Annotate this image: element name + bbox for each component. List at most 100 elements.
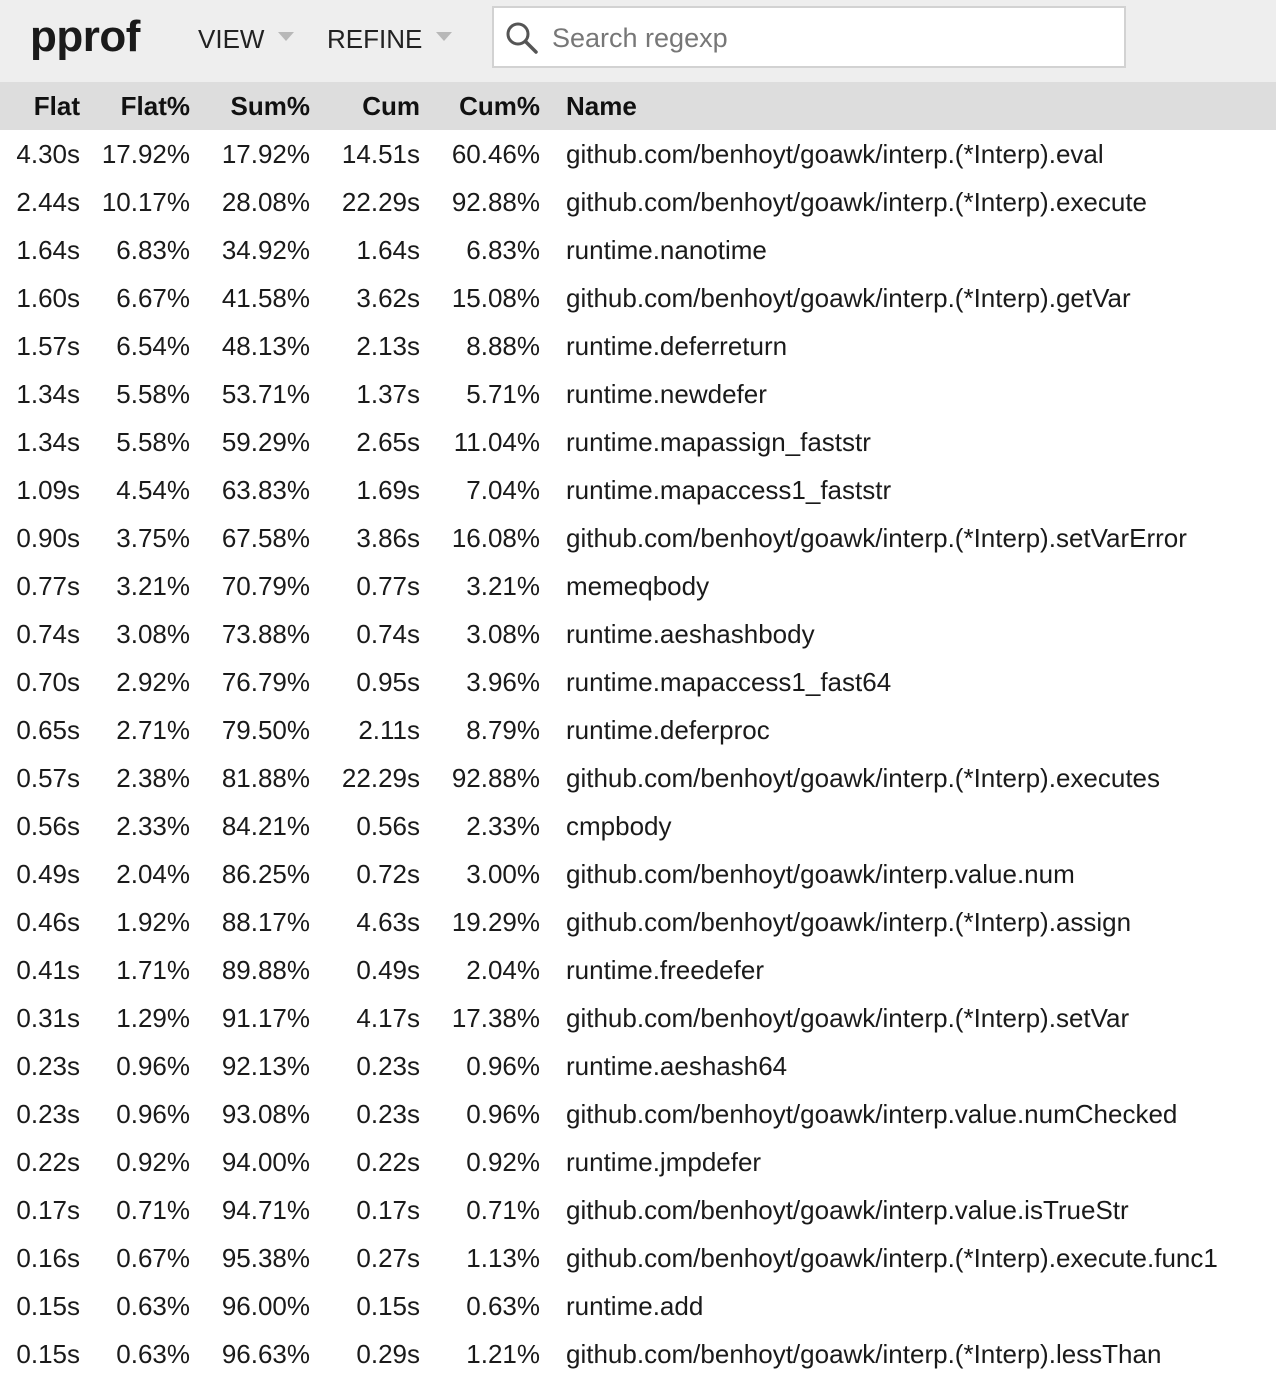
name-cell: github.com/benhoyt/goawk/interp.(*Interp… [566, 1002, 1130, 1033]
name-cell: github.com/benhoyt/goawk/interp.(*Interp… [566, 282, 1131, 313]
flat-percent-cell: 0.63% [116, 1338, 190, 1369]
column-header-cum-percent[interactable]: Cum% [459, 90, 540, 121]
flat-percent-cell: 0.67% [116, 1242, 190, 1273]
sum-percent-cell: 79.50% [221, 714, 310, 745]
flat-cell: 0.16s [16, 1242, 80, 1273]
cum-percent-cell: 92.88% [451, 186, 540, 217]
view-menu[interactable]: VIEW [198, 22, 295, 56]
table-row[interactable]: 0.77s 3.21% 70.79% 0.77s 3.21% memeqbody [0, 562, 1276, 610]
flat-percent-cell: 10.17% [101, 186, 190, 217]
cum-percent-cell: 15.08% [451, 282, 540, 313]
cum-cell: 1.69s [356, 474, 420, 505]
table-row[interactable]: 1.57s 6.54% 48.13% 2.13s 8.88% runtime.deferr… [0, 322, 1276, 370]
column-header-flat[interactable]: Flat [33, 90, 80, 121]
table-row[interactable]: 0.23s 0.96% 92.13% 0.23s 0.96% runtime.aeshas… [0, 1042, 1276, 1090]
cum-percent-cell: 8.88% [466, 330, 540, 361]
name-cell: github.com/benhoyt/goawk/interp.value.is… [566, 1194, 1129, 1225]
table-row[interactable]: 0.74s 3.08% 73.88% 0.74s 3.08% runtime.aeshas… [0, 610, 1276, 658]
table-row[interactable]: 0.57s 2.38% 81.88% 22.29s 92.88% github.com/b… [0, 754, 1276, 802]
cum-cell: 0.23s [356, 1050, 420, 1081]
table-row[interactable]: 0.41s 1.71% 89.88% 0.49s 2.04% runtime.freede… [0, 946, 1276, 994]
name-cell: github.com/benhoyt/goawk/interp.(*Interp… [566, 762, 1161, 793]
pprof-logo[interactable]: pprof [30, 12, 140, 61]
table-row[interactable]: 1.34s 5.58% 59.29% 2.65s 11.04% runtime.mapas… [0, 418, 1276, 466]
table-row[interactable]: 1.34s 5.58% 53.71% 1.37s 5.71% runtime.newdef… [0, 370, 1276, 418]
flat-percent-cell: 2.92% [116, 666, 190, 697]
flat-cell: 1.34s [16, 378, 80, 409]
cum-percent-cell: 3.21% [466, 570, 540, 601]
table-row[interactable]: 1.60s 6.67% 41.58% 3.62s 15.08% github.com/be… [0, 274, 1276, 322]
column-header-cum[interactable]: Cum [362, 90, 420, 121]
cum-cell: 1.37s [356, 378, 420, 409]
cum-percent-cell: 5.71% [466, 378, 540, 409]
flat-cell: 1.09s [16, 474, 80, 505]
view-menu-label: VIEW [198, 23, 265, 54]
flat-cell: 0.31s [16, 1002, 80, 1033]
sum-percent-cell: 17.92% [221, 138, 310, 169]
table-row[interactable]: 1.09s 4.54% 63.83% 1.69s 7.04% runtime.mapacc… [0, 466, 1276, 514]
name-cell: runtime.aeshashbody [566, 618, 815, 649]
table-row[interactable]: 0.65s 2.71% 79.50% 2.11s 8.79% runtime.deferp… [0, 706, 1276, 754]
refine-menu[interactable]: REFINE [327, 22, 453, 56]
name-cell: memeqbody [566, 570, 710, 601]
flat-cell: 2.44s [16, 186, 80, 217]
table-row[interactable]: 0.70s 2.92% 76.79% 0.95s 3.96% runtime.mapacc… [0, 658, 1276, 706]
cum-percent-cell: 0.96% [466, 1098, 540, 1129]
flat-cell: 0.15s [16, 1338, 80, 1369]
flat-percent-cell: 0.63% [116, 1290, 190, 1321]
flat-percent-cell: 6.54% [116, 330, 190, 361]
table-row[interactable]: 0.15s 0.63% 96.00% 0.15s 0.63% runtime.add [0, 1282, 1276, 1330]
name-cell: github.com/benhoyt/goawk/interp.(*Interp… [566, 1338, 1162, 1369]
sum-percent-cell: 88.17% [221, 906, 310, 937]
search-box [492, 6, 1126, 68]
name-cell: github.com/benhoyt/goawk/interp.value.nu… [566, 1098, 1178, 1129]
table-row[interactable]: 0.56s 2.33% 84.21% 0.56s 2.33% cmpbody [0, 802, 1276, 850]
name-cell: runtime.mapaccess1_faststr [566, 474, 892, 505]
caret-down-icon [436, 31, 453, 41]
cum-percent-cell: 2.04% [466, 954, 540, 985]
table-row[interactable]: 4.30s 17.92% 17.92% 14.51s 60.46% github.com/… [0, 130, 1276, 178]
table-row[interactable]: 0.46s 1.92% 88.17% 4.63s 19.29% github.com/be… [0, 898, 1276, 946]
sum-percent-cell: 81.88% [221, 762, 310, 793]
name-cell: runtime.jmpdefer [566, 1146, 762, 1177]
sum-percent-cell: 73.88% [221, 618, 310, 649]
table-row[interactable]: 0.15s 0.63% 96.63% 0.29s 1.21% github.com/ben… [0, 1330, 1276, 1378]
column-header-name[interactable]: Name [566, 90, 637, 121]
cum-percent-cell: 17.38% [451, 1002, 540, 1033]
flat-cell: 0.41s [16, 954, 80, 985]
cum-cell: 0.29s [356, 1338, 420, 1369]
flat-percent-cell: 0.96% [116, 1050, 190, 1081]
name-cell: runtime.freedefer [566, 954, 764, 985]
table-header-row: Flat Flat% Sum% Cum Cum% Name [0, 82, 1276, 130]
table-row[interactable]: 0.31s 1.29% 91.17% 4.17s 17.38% github.com/be… [0, 994, 1276, 1042]
column-header-sum-percent[interactable]: Sum% [230, 90, 310, 121]
cum-percent-cell: 60.46% [451, 138, 540, 169]
flat-percent-cell: 1.92% [116, 906, 190, 937]
table-row[interactable]: 0.22s 0.92% 94.00% 0.22s 0.92% runtime.jmpdef… [0, 1138, 1276, 1186]
name-cell: runtime.deferproc [566, 714, 770, 745]
search-icon [506, 22, 538, 54]
flat-cell: 0.23s [16, 1050, 80, 1081]
sum-percent-cell: 48.13% [221, 330, 310, 361]
table-row[interactable]: 0.49s 2.04% 86.25% 0.72s 3.00% github.com/ben… [0, 850, 1276, 898]
sum-percent-cell: 94.00% [221, 1146, 310, 1177]
cum-percent-cell: 3.96% [466, 666, 540, 697]
name-cell: runtime.mapaccess1_fast64 [566, 666, 892, 697]
table-body: 4.30s 17.92% 17.92% 14.51s 60.46% github.com/… [0, 130, 1276, 1378]
table-row[interactable]: 0.90s 3.75% 67.58% 3.86s 16.08% github.com/be… [0, 514, 1276, 562]
column-header-flat-percent[interactable]: Flat% [120, 90, 190, 121]
flat-cell: 0.90s [16, 522, 80, 553]
cum-cell: 0.27s [356, 1242, 420, 1273]
cum-percent-cell: 11.04% [453, 426, 540, 457]
search-input[interactable] [550, 16, 1114, 60]
cum-percent-cell: 19.29% [451, 906, 540, 937]
flat-cell: 1.57s [16, 330, 80, 361]
table-row[interactable]: 1.64s 6.83% 34.92% 1.64s 6.83% runtime.nanoti… [0, 226, 1276, 274]
table-row[interactable]: 0.23s 0.96% 93.08% 0.23s 0.96% github.com/ben… [0, 1090, 1276, 1138]
cum-cell: 0.15s [356, 1290, 420, 1321]
table-row[interactable]: 2.44s 10.17% 28.08% 22.29s 92.88% github.com/… [0, 178, 1276, 226]
cum-percent-cell: 92.88% [451, 762, 540, 793]
table-row[interactable]: 0.16s 0.67% 95.38% 0.27s 1.13% github.com/ben… [0, 1234, 1276, 1282]
sum-percent-cell: 59.29% [221, 426, 310, 457]
table-row[interactable]: 0.17s 0.71% 94.71% 0.17s 0.71% github.com/ben… [0, 1186, 1276, 1234]
